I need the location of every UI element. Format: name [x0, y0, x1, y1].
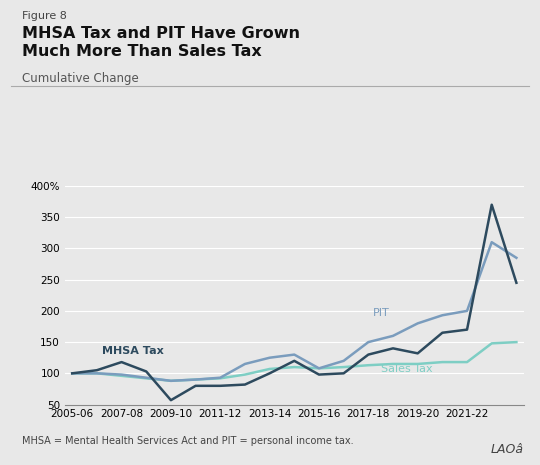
Text: MHSA Tax and PIT Have Grown
Much More Than Sales Tax: MHSA Tax and PIT Have Grown Much More Th… — [22, 26, 300, 59]
Text: MHSA Tax: MHSA Tax — [102, 346, 164, 356]
Text: Cumulative Change: Cumulative Change — [22, 72, 138, 85]
Text: LAOâ: LAOâ — [491, 443, 524, 456]
Text: Sales Tax: Sales Tax — [381, 364, 433, 374]
Text: Figure 8: Figure 8 — [22, 11, 66, 21]
Text: MHSA = Mental Health Services Act and PIT = personal income tax.: MHSA = Mental Health Services Act and PI… — [22, 436, 353, 446]
Text: PIT: PIT — [373, 308, 390, 319]
